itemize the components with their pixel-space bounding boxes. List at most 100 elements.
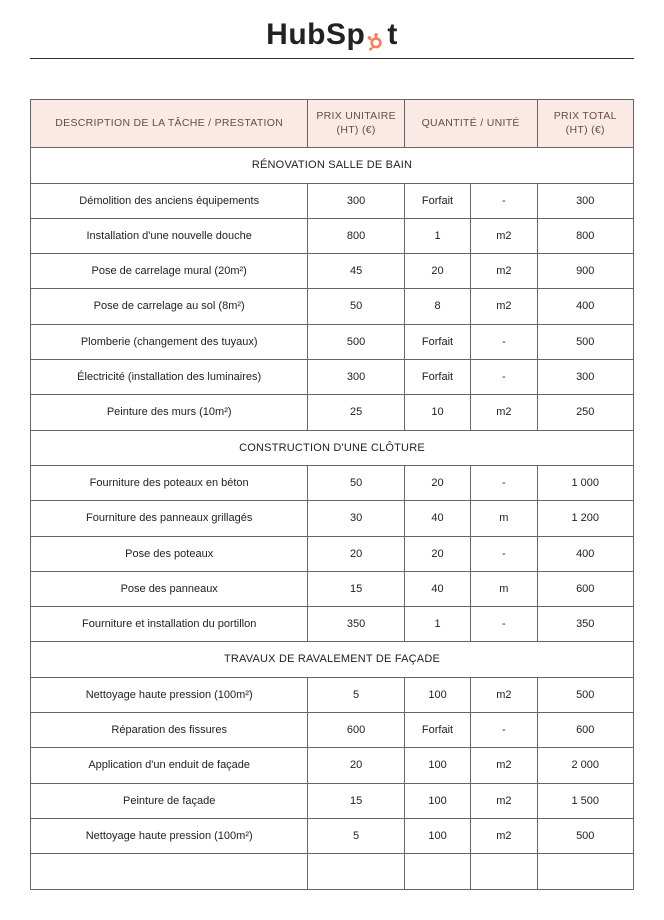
cell-unit-price: 15 bbox=[308, 783, 404, 818]
brand-text-2: t bbox=[387, 18, 398, 52]
page: HubSp t bbox=[0, 0, 664, 920]
cell-total: 400 bbox=[537, 289, 634, 324]
cell-qty: 100 bbox=[404, 677, 470, 712]
cell-total: 1 000 bbox=[537, 465, 634, 500]
th-total: PRIX TOTAL (HT) (€) bbox=[537, 100, 634, 148]
cell-unit: - bbox=[471, 713, 537, 748]
cell-unit-price: 15 bbox=[308, 571, 404, 606]
cell-description: Installation d'une nouvelle douche bbox=[31, 218, 308, 253]
th-qty-unit: QUANTITÉ / UNITÉ bbox=[404, 100, 537, 148]
cell-description: Application d'un enduit de façade bbox=[31, 748, 308, 783]
cell-description: Nettoyage haute pression (100m²) bbox=[31, 677, 308, 712]
cell-unit: - bbox=[471, 183, 537, 218]
cell-total: 300 bbox=[537, 183, 634, 218]
section-title: CONSTRUCTION D'UNE CLÔTURE bbox=[31, 430, 634, 465]
th-unit-price: PRIX UNITAIRE (HT) (€) bbox=[308, 100, 404, 148]
cell-unit: m2 bbox=[471, 783, 537, 818]
cell-qty: 20 bbox=[404, 536, 470, 571]
th-description: DESCRIPTION DE LA TÂCHE / PRESTATION bbox=[31, 100, 308, 148]
cell-total: 500 bbox=[537, 818, 634, 853]
table-row: Plomberie (changement des tuyaux)500Forf… bbox=[31, 324, 634, 359]
cell-qty: 10 bbox=[404, 395, 470, 430]
cell-unit-price: 50 bbox=[308, 465, 404, 500]
cell-unit-price: 500 bbox=[308, 324, 404, 359]
cell-total: 500 bbox=[537, 324, 634, 359]
cell-total: 600 bbox=[537, 571, 634, 606]
table-row: Nettoyage haute pression (100m²)5100m250… bbox=[31, 677, 634, 712]
cell-unit-price: 50 bbox=[308, 289, 404, 324]
cell-unit: m2 bbox=[471, 748, 537, 783]
cell-total: 800 bbox=[537, 218, 634, 253]
cell-unit-price: 45 bbox=[308, 254, 404, 289]
cell-qty: 100 bbox=[404, 748, 470, 783]
section-title: TRAVAUX DE RAVALEMENT DE FAÇADE bbox=[31, 642, 634, 677]
cell-description: Nettoyage haute pression (100m²) bbox=[31, 818, 308, 853]
cell-total: 600 bbox=[537, 713, 634, 748]
cell-total: 250 bbox=[537, 395, 634, 430]
table-row: Électricité (installation des luminaires… bbox=[31, 360, 634, 395]
cell-unit-price: 300 bbox=[308, 360, 404, 395]
cell-unit: m2 bbox=[471, 254, 537, 289]
cell-description: Fourniture des panneaux grillagés bbox=[31, 501, 308, 536]
logo-wrap: HubSp t bbox=[30, 18, 634, 52]
cell-total: 500 bbox=[537, 677, 634, 712]
cell-description: Réparation des fissures bbox=[31, 713, 308, 748]
cell-description: Fourniture des poteaux en béton bbox=[31, 465, 308, 500]
table-row: Application d'un enduit de façade20100m2… bbox=[31, 748, 634, 783]
cell-description: Pose des panneaux bbox=[31, 571, 308, 606]
table-row: Pose de carrelage mural (20m²)4520m2900 bbox=[31, 254, 634, 289]
cell-unit: m2 bbox=[471, 677, 537, 712]
cell-unit: - bbox=[471, 536, 537, 571]
table-row: Pose des poteaux2020-400 bbox=[31, 536, 634, 571]
table-row: Pose de carrelage au sol (8m²)508m2400 bbox=[31, 289, 634, 324]
cell-qty: Forfait bbox=[404, 360, 470, 395]
table-row: Installation d'une nouvelle douche8001m2… bbox=[31, 218, 634, 253]
cell-qty: Forfait bbox=[404, 324, 470, 359]
brand-logo: HubSp t bbox=[266, 18, 398, 52]
cell-unit-price: 5 bbox=[308, 818, 404, 853]
table-row: Fourniture et installation du portillon3… bbox=[31, 607, 634, 642]
cell-unit: m2 bbox=[471, 395, 537, 430]
cell-description: Fourniture et installation du portillon bbox=[31, 607, 308, 642]
cell-total: 1 200 bbox=[537, 501, 634, 536]
cell-unit-price: 20 bbox=[308, 536, 404, 571]
sprocket-icon bbox=[366, 26, 386, 46]
cell-qty: 1 bbox=[404, 607, 470, 642]
cell-unit: - bbox=[471, 607, 537, 642]
cell-total: 2 000 bbox=[537, 748, 634, 783]
brand-text-1: HubSp bbox=[266, 18, 365, 52]
cell-total: 1 500 bbox=[537, 783, 634, 818]
cell-unit: - bbox=[471, 465, 537, 500]
cell-unit-price: 25 bbox=[308, 395, 404, 430]
cell-unit: m bbox=[471, 571, 537, 606]
cell-total: 350 bbox=[537, 607, 634, 642]
header-divider bbox=[30, 58, 634, 59]
table-row: Fourniture des poteaux en béton5020-1 00… bbox=[31, 465, 634, 500]
cell-description: Peinture des murs (10m²) bbox=[31, 395, 308, 430]
cell-unit-price: 5 bbox=[308, 677, 404, 712]
cell-qty: Forfait bbox=[404, 183, 470, 218]
cell-total: 400 bbox=[537, 536, 634, 571]
table-row: Peinture de façade15100m21 500 bbox=[31, 783, 634, 818]
cell-qty: Forfait bbox=[404, 713, 470, 748]
table-row: Démolition des anciens équipements300For… bbox=[31, 183, 634, 218]
cell-unit-price: 350 bbox=[308, 607, 404, 642]
cell-qty: 40 bbox=[404, 571, 470, 606]
cell-description: Pose de carrelage au sol (8m²) bbox=[31, 289, 308, 324]
quote-table: DESCRIPTION DE LA TÂCHE / PRESTATION PRI… bbox=[30, 99, 634, 890]
cell-unit-price: 20 bbox=[308, 748, 404, 783]
cell-description: Électricité (installation des luminaires… bbox=[31, 360, 308, 395]
cell-qty: 1 bbox=[404, 218, 470, 253]
cell-qty: 40 bbox=[404, 501, 470, 536]
cell-qty: 20 bbox=[404, 465, 470, 500]
cell-qty: 100 bbox=[404, 783, 470, 818]
cell-unit: m2 bbox=[471, 818, 537, 853]
cell-description: Démolition des anciens équipements bbox=[31, 183, 308, 218]
cell-total: 300 bbox=[537, 360, 634, 395]
cell-unit-price: 600 bbox=[308, 713, 404, 748]
cell-unit-price: 800 bbox=[308, 218, 404, 253]
cell-unit-price: 300 bbox=[308, 183, 404, 218]
cell-description: Pose de carrelage mural (20m²) bbox=[31, 254, 308, 289]
section-title: RÉNOVATION SALLE DE BAIN bbox=[31, 148, 634, 183]
cell-unit: - bbox=[471, 324, 537, 359]
